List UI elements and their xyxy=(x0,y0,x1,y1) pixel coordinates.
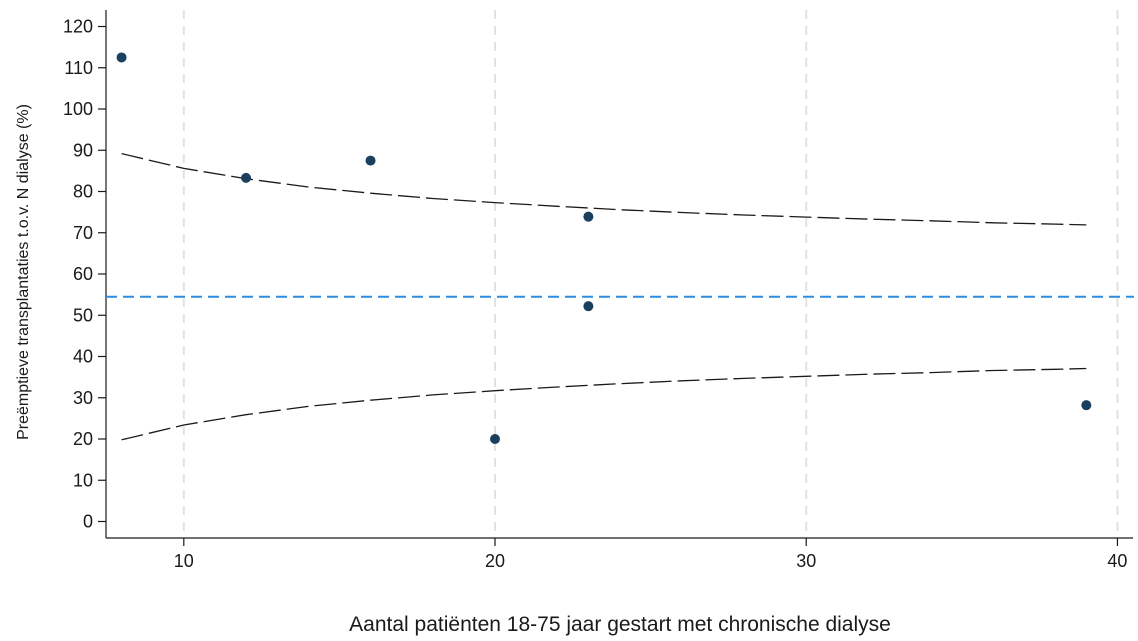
y-tick-label: 40 xyxy=(73,347,93,367)
y-ticks: 0 10 20 30 40 50 60 70 80 90 100 110 120 xyxy=(63,17,106,532)
x-ticks: 10 20 30 40 xyxy=(174,538,1127,571)
y-tick-label: 50 xyxy=(73,305,93,325)
data-point xyxy=(116,52,127,63)
data-point xyxy=(365,155,376,166)
data-point xyxy=(583,211,594,222)
y-tick-label: 80 xyxy=(73,182,93,202)
x-tick-label: 40 xyxy=(1107,551,1127,571)
y-axis-title: Preëmptieve transplantaties t.o.v. N dia… xyxy=(15,104,32,440)
y-tick-label: 90 xyxy=(73,140,93,160)
x-tick-label: 10 xyxy=(174,551,194,571)
data-points xyxy=(116,52,1092,444)
y-tick-label: 30 xyxy=(73,388,93,408)
y-tick-label: 100 xyxy=(63,99,93,119)
data-point xyxy=(1081,400,1092,411)
control-limits xyxy=(121,152,1087,441)
y-tick-label: 10 xyxy=(73,470,93,490)
y-tick-label: 0 xyxy=(83,512,93,532)
gridlines xyxy=(182,10,1119,538)
y-tick-label: 60 xyxy=(73,264,93,284)
y-tick-label: 20 xyxy=(73,429,93,449)
y-tick-label: 110 xyxy=(64,58,93,78)
data-point xyxy=(583,301,594,312)
x-tick-label: 20 xyxy=(485,551,505,571)
x-axis-title: Aantal patiënten 18-75 jaar gestart met … xyxy=(349,613,891,636)
axes xyxy=(105,10,1133,539)
y-tick-label: 120 xyxy=(63,17,93,37)
lower-control-limit xyxy=(121,367,1087,441)
data-point xyxy=(241,172,252,183)
x-tick-label: 30 xyxy=(796,551,816,571)
y-tick-label: 70 xyxy=(73,223,93,243)
data-point xyxy=(490,434,501,444)
upper-control-limit xyxy=(121,152,1087,226)
